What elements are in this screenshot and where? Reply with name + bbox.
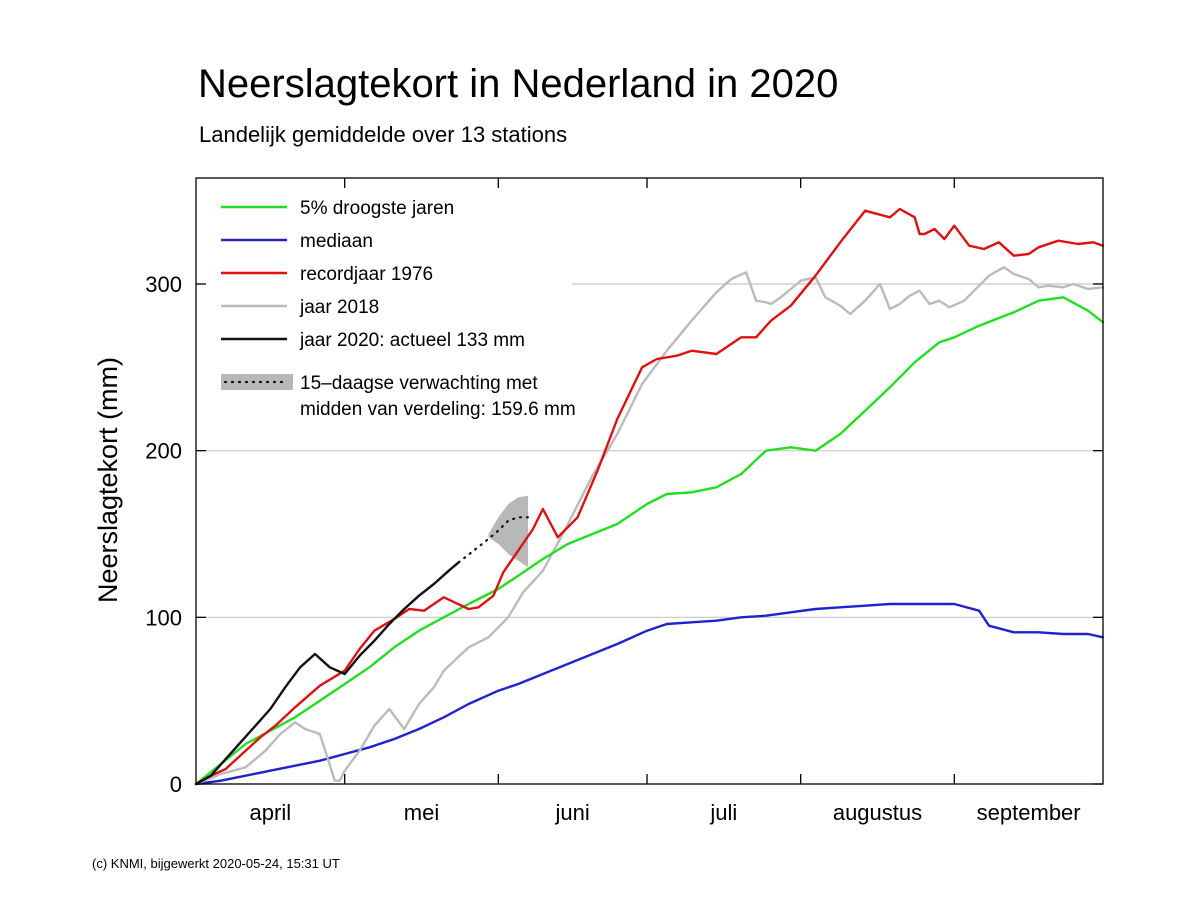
grid — [196, 283, 1103, 618]
x-tick-label-juni: juni — [555, 800, 590, 825]
series-line-jaar2018 — [194, 266, 1105, 786]
plot-frame — [195, 177, 1104, 785]
series-line-droogste — [194, 296, 1105, 786]
legend-label-mediaan: mediaan — [300, 231, 373, 252]
legend-label-jaar2018: jaar 2018 — [299, 297, 379, 318]
axes: 0 100 200 300 april mei juni juli augustus septem… — [145, 178, 1103, 825]
legend-label-droogste: 5% droogste jaren — [300, 198, 454, 219]
x-tick-label-mei: mei — [404, 800, 439, 825]
y-axis-label: Neerslagtekort (mm) — [93, 357, 123, 603]
y-tick-label-200: 200 — [145, 439, 182, 464]
x-tick-label-augustus: augustus — [833, 800, 922, 825]
series-lines — [194, 207, 1105, 786]
y-tick-label-0: 0 — [170, 772, 182, 797]
legend-label-record1976: recordjaar 1976 — [300, 264, 433, 285]
legend: 5% droogste jaren mediaan recordjaar 1976 j… — [221, 198, 576, 420]
legend-label-forecast-1: midden van verdeling: 159.6 mm — [300, 399, 576, 420]
x-tick-label-september: september — [977, 800, 1081, 825]
series-line-jaar2020 — [194, 561, 460, 786]
x-tick-label-april: april — [250, 800, 292, 825]
x-tick-label-juli: juli — [709, 800, 737, 825]
y-tick-label-300: 300 — [145, 272, 182, 297]
chart-subtitle: Landelijk gemiddelde over 13 stations — [199, 122, 568, 147]
forecast-band — [488, 495, 529, 568]
legend-swatch-forecast-band — [221, 374, 293, 390]
series-line-mediaan — [194, 602, 1105, 786]
footer-credit: (c) KNMI, bijgewerkt 2020-05-24, 15:31 U… — [92, 856, 340, 871]
legend-label-jaar2020: jaar 2020: actueel 133 mm — [299, 330, 525, 351]
chart-title: Neerslagtekort in Nederland in 2020 — [198, 62, 839, 106]
series-line-record1976 — [194, 207, 1105, 786]
y-tick-label-100: 100 — [145, 605, 182, 630]
legend-label-forecast-0: 15–daagse verwachting met — [300, 373, 538, 394]
series-line-forecast — [457, 516, 530, 564]
forecast-band-layer — [488, 495, 529, 568]
